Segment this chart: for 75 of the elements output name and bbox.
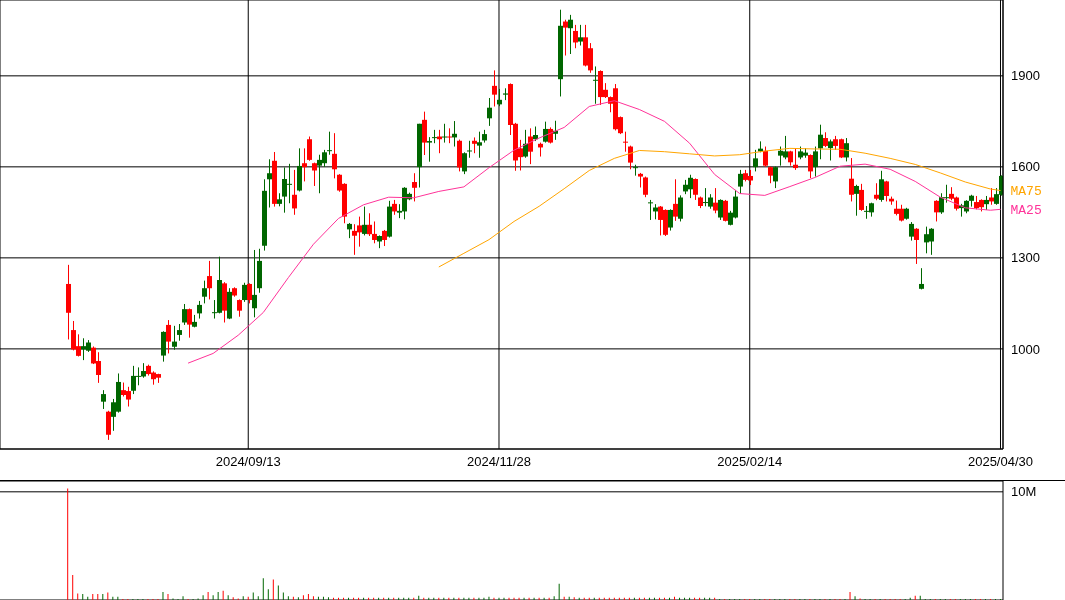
- candlestick: [187, 308, 192, 339]
- candlestick: [593, 65, 598, 105]
- candlestick: [447, 127, 452, 144]
- candlestick: [487, 97, 492, 127]
- candlestick: [327, 131, 332, 156]
- candlestick: [578, 24, 583, 47]
- candlestick: [648, 199, 653, 221]
- candlestick: [673, 178, 678, 222]
- y-tick-label: 10M: [1011, 484, 1037, 500]
- candlestick: [332, 132, 337, 179]
- y-tick-label: 1300: [1011, 250, 1040, 266]
- candlestick: [372, 220, 377, 244]
- y-tick-label: 1000: [1011, 341, 1040, 357]
- candlestick: [467, 140, 472, 159]
- candlestick: [432, 129, 437, 144]
- candlestick: [693, 177, 698, 201]
- candlestick: [828, 139, 833, 161]
- candlestick: [543, 121, 548, 144]
- candlestick: [563, 19, 568, 57]
- candlestick: [427, 136, 432, 163]
- y-tick-label: 1900: [1011, 68, 1040, 84]
- candlestick: [934, 199, 939, 222]
- candlestick: [207, 260, 212, 300]
- series-label: MA75: [1010, 184, 1042, 200]
- candlestick: [623, 131, 628, 153]
- candlestick: [818, 124, 823, 160]
- candlestick: [202, 280, 207, 304]
- candlestick: [242, 282, 247, 303]
- candlestick: [492, 69, 497, 107]
- y-tick-label: 1600: [1011, 159, 1040, 175]
- candlestick: [362, 206, 367, 236]
- candlestick: [713, 187, 718, 214]
- candlestick: [628, 145, 633, 170]
- candlestick: [914, 227, 919, 265]
- candlestick: [523, 129, 528, 159]
- candlestick: [442, 123, 447, 144]
- candlestick: [813, 146, 818, 178]
- x-tick-label: 2024/11/28: [466, 454, 532, 470]
- candlestick: [808, 153, 813, 179]
- candlestick: [247, 282, 252, 304]
- candlestick: [859, 183, 864, 212]
- candlestick: [678, 194, 683, 222]
- candlestick: [718, 198, 723, 221]
- candlestick: [573, 24, 578, 49]
- candlestick: [633, 164, 638, 177]
- candlestick: [568, 14, 573, 55]
- candlestick: [854, 184, 859, 217]
- candlestick: [106, 410, 111, 441]
- candlestick: [477, 131, 482, 159]
- candlestick: [267, 158, 272, 209]
- candlestick: [763, 146, 768, 168]
- candlestick: [909, 221, 914, 242]
- x-tick-label: 2025/04/30: [967, 454, 1034, 470]
- candlestick: [668, 208, 673, 232]
- candlestick: [879, 170, 884, 203]
- series-label: MA25: [1010, 202, 1042, 218]
- candlestick: [412, 172, 417, 202]
- line-series: [438, 147, 1001, 268]
- candlestick: [422, 111, 427, 156]
- candlestick: [738, 169, 743, 195]
- candlestick: [367, 212, 372, 237]
- candlestick: [849, 157, 854, 202]
- x-tick-label: 2024/09/13: [215, 454, 281, 470]
- candlestick: [172, 325, 177, 351]
- candlestick: [161, 330, 166, 363]
- candlestick: [252, 249, 257, 318]
- candlestick: [166, 319, 171, 354]
- x-tick-label: 2025/02/14: [717, 454, 783, 470]
- candlestick: [292, 169, 297, 216]
- candlestick: [302, 147, 307, 182]
- candlestick: [101, 389, 106, 410]
- candlestick: [753, 149, 758, 172]
- candlestick: [307, 136, 312, 162]
- candlestick: [182, 303, 187, 326]
- candlestick: [462, 151, 467, 175]
